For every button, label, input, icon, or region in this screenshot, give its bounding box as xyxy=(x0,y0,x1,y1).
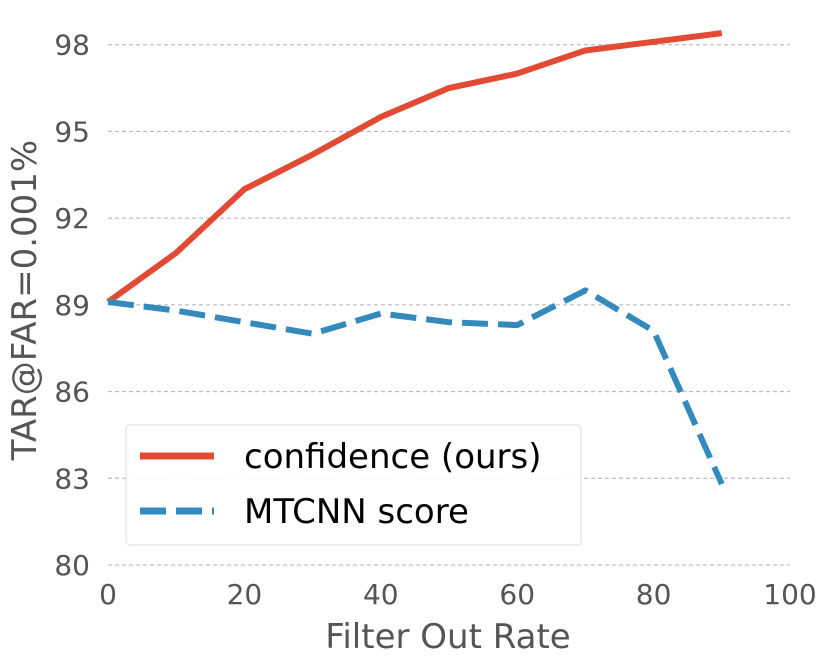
y-tick-label: 92 xyxy=(54,202,90,235)
y-tick-label: 98 xyxy=(54,29,90,62)
y-axis-label: TAR@FAR=0.001% xyxy=(5,140,45,461)
y-tick-label: 89 xyxy=(54,289,90,322)
x-tick-label: 80 xyxy=(636,578,672,611)
y-tick-label: 80 xyxy=(54,549,90,582)
y-tick-label: 86 xyxy=(54,376,90,409)
x-tick-label: 60 xyxy=(499,578,535,611)
x-tick-labels: 0 20 40 60 80 100 xyxy=(99,578,817,611)
x-tick-label: 100 xyxy=(763,578,816,611)
x-axis-label: Filter Out Rate xyxy=(325,617,570,657)
y-tick-label: 95 xyxy=(54,115,90,148)
legend-frame xyxy=(125,424,582,546)
legend-label-mtcnn: MTCNN score xyxy=(244,492,469,532)
legend-label-confidence: confidence (ours) xyxy=(244,437,542,477)
x-tick-label: 20 xyxy=(227,578,263,611)
series-line-confidence xyxy=(106,30,723,305)
y-tick-labels: 80 83 86 89 92 95 98 xyxy=(54,29,90,582)
x-tick-label: 0 xyxy=(99,578,117,611)
legend: confidence (ours) MTCNN score xyxy=(125,424,582,546)
series-lines xyxy=(106,30,725,486)
y-tick-label: 83 xyxy=(54,462,90,495)
series-line-mtcnn xyxy=(107,287,725,486)
x-tick-label: 40 xyxy=(363,578,399,611)
